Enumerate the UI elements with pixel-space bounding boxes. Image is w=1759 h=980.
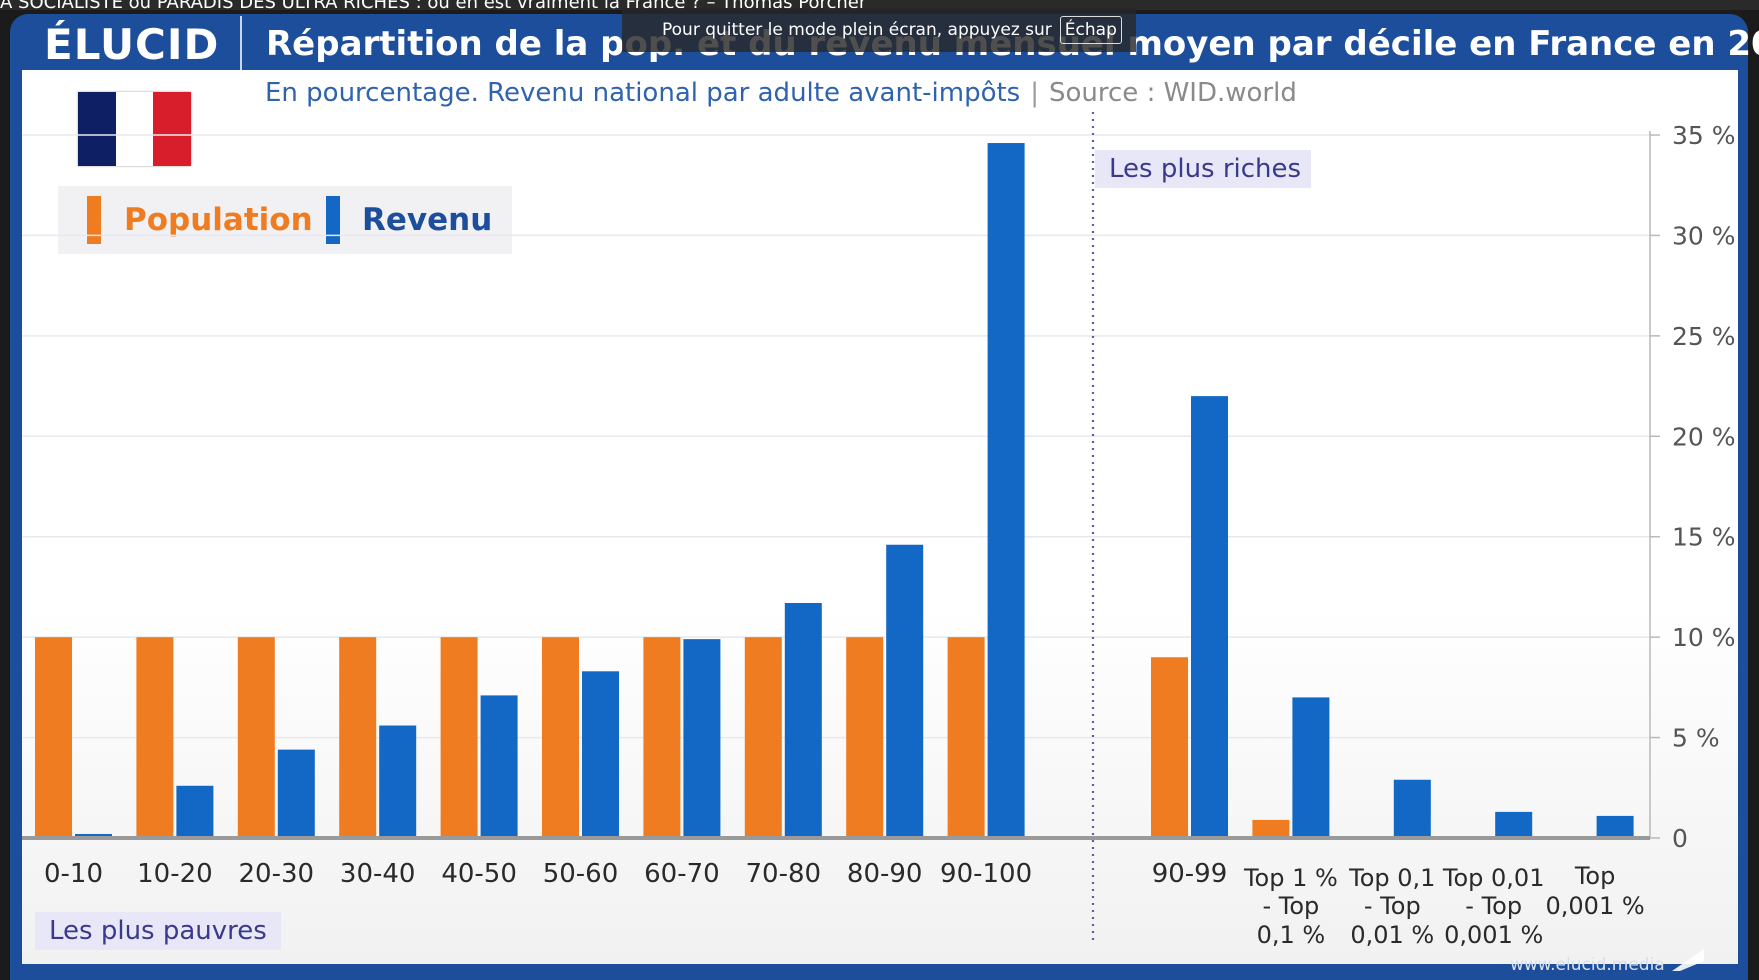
legend: Population Revenu bbox=[58, 186, 512, 254]
bar-revenu bbox=[683, 639, 721, 838]
x-tick-label: Top 0,01 bbox=[1442, 864, 1545, 892]
bar-revenu bbox=[1393, 779, 1431, 838]
x-tick-label: 0,1 % bbox=[1257, 921, 1326, 949]
y-tick-label: 10 % bbox=[1672, 623, 1736, 652]
x-tick-label: Top 1 % bbox=[1243, 864, 1338, 892]
elucid-mark-icon bbox=[1672, 949, 1704, 971]
bar-population bbox=[542, 637, 579, 838]
annotation-poorest: Les plus pauvres bbox=[49, 916, 267, 946]
bar-population bbox=[643, 637, 681, 838]
bar-population bbox=[1252, 819, 1290, 838]
x-tick-label: 90-99 bbox=[1152, 859, 1228, 889]
annotation-richest: Les plus riches bbox=[1109, 154, 1301, 184]
x-tick-label: - Top bbox=[1263, 892, 1320, 920]
bar-revenu bbox=[1495, 811, 1533, 838]
bar-revenu bbox=[480, 695, 518, 838]
x-tick-label: 40-50 bbox=[441, 859, 517, 889]
legend-swatch-revenu bbox=[326, 196, 340, 244]
source-text: Source : WID.world bbox=[1049, 78, 1297, 108]
bar-revenu bbox=[784, 602, 822, 838]
chart-subtitle: En pourcentage. Revenu national par adul… bbox=[265, 78, 1297, 108]
browser-title-strip: A SOCIALISTE ou PARADIS DES ULTRA RICHES… bbox=[0, 0, 1759, 10]
x-tick-label: 20-30 bbox=[239, 859, 315, 889]
legend-label-revenu: Revenu bbox=[362, 202, 493, 238]
bar-revenu bbox=[176, 785, 214, 838]
bar-revenu bbox=[1596, 815, 1634, 838]
x-tick-label: 30-40 bbox=[340, 859, 416, 889]
y-tick-label: 25 % bbox=[1672, 322, 1736, 351]
x-tick-label: 0,001 % bbox=[1444, 921, 1543, 949]
bar-population bbox=[1151, 657, 1188, 838]
x-tick-label: 0,01 % bbox=[1350, 921, 1434, 949]
bar-population bbox=[35, 637, 72, 838]
subtitle-text: En pourcentage. Revenu national par adul… bbox=[265, 78, 1021, 108]
bar-population bbox=[339, 637, 377, 838]
legend-swatch-population bbox=[87, 196, 101, 244]
bar-revenu bbox=[886, 544, 924, 838]
x-tick-label: 50-60 bbox=[543, 859, 619, 889]
header-divider bbox=[240, 16, 242, 70]
y-tick-label: 15 % bbox=[1672, 523, 1736, 552]
bar-revenu bbox=[582, 671, 619, 838]
y-tick-label: 30 % bbox=[1672, 221, 1736, 250]
bar-revenu bbox=[379, 725, 417, 838]
escape-key-badge: Échap bbox=[1059, 16, 1122, 44]
x-tick-label: Top 0,1 bbox=[1348, 864, 1435, 892]
x-tick-label: - Top bbox=[1364, 892, 1421, 920]
france-flag-icon bbox=[78, 92, 192, 166]
legend-label-population: Population bbox=[124, 202, 313, 238]
bar-revenu bbox=[277, 749, 315, 838]
y-tick-label: 20 % bbox=[1672, 422, 1736, 451]
x-tick-label: 10-20 bbox=[137, 859, 213, 889]
y-tick-label: 5 % bbox=[1672, 724, 1720, 753]
y-tick-label: 0 bbox=[1672, 824, 1688, 853]
fullscreen-notice-text: Pour quitter le mode plein écran, appuye… bbox=[662, 20, 1052, 40]
x-tick-label: 80-90 bbox=[847, 859, 923, 889]
bar-revenu bbox=[1191, 396, 1228, 838]
x-tick-label: Top bbox=[1574, 862, 1616, 890]
subtitle-separator: | bbox=[1030, 78, 1039, 108]
x-tick-label: 90-100 bbox=[940, 859, 1032, 889]
bar-population bbox=[846, 637, 884, 838]
annotation-poorest-box bbox=[35, 912, 281, 950]
bar-population bbox=[744, 637, 782, 838]
annotation-richest-box bbox=[1095, 150, 1311, 188]
elucid-logo: ÉLUCID bbox=[44, 20, 220, 69]
fullscreen-notice: Pour quitter le mode plein écran, appuye… bbox=[622, 8, 1136, 52]
bar-population bbox=[440, 637, 478, 838]
x-tick-label: - Top bbox=[1465, 892, 1522, 920]
bar-population bbox=[237, 637, 275, 838]
bar-population bbox=[947, 637, 985, 838]
bar-revenu bbox=[75, 833, 112, 838]
footer-url: www.elucid.media bbox=[1510, 955, 1665, 975]
x-tick-label: 70-80 bbox=[746, 859, 822, 889]
x-tick-label: 0-10 bbox=[44, 859, 103, 889]
bar-revenu bbox=[987, 143, 1025, 838]
x-tick-label: 0,001 % bbox=[1546, 892, 1645, 920]
y-tick-label: 35 % bbox=[1672, 121, 1736, 150]
bar-population bbox=[136, 637, 174, 838]
bar-revenu bbox=[1292, 697, 1330, 838]
x-tick-label: 60-70 bbox=[644, 859, 720, 889]
